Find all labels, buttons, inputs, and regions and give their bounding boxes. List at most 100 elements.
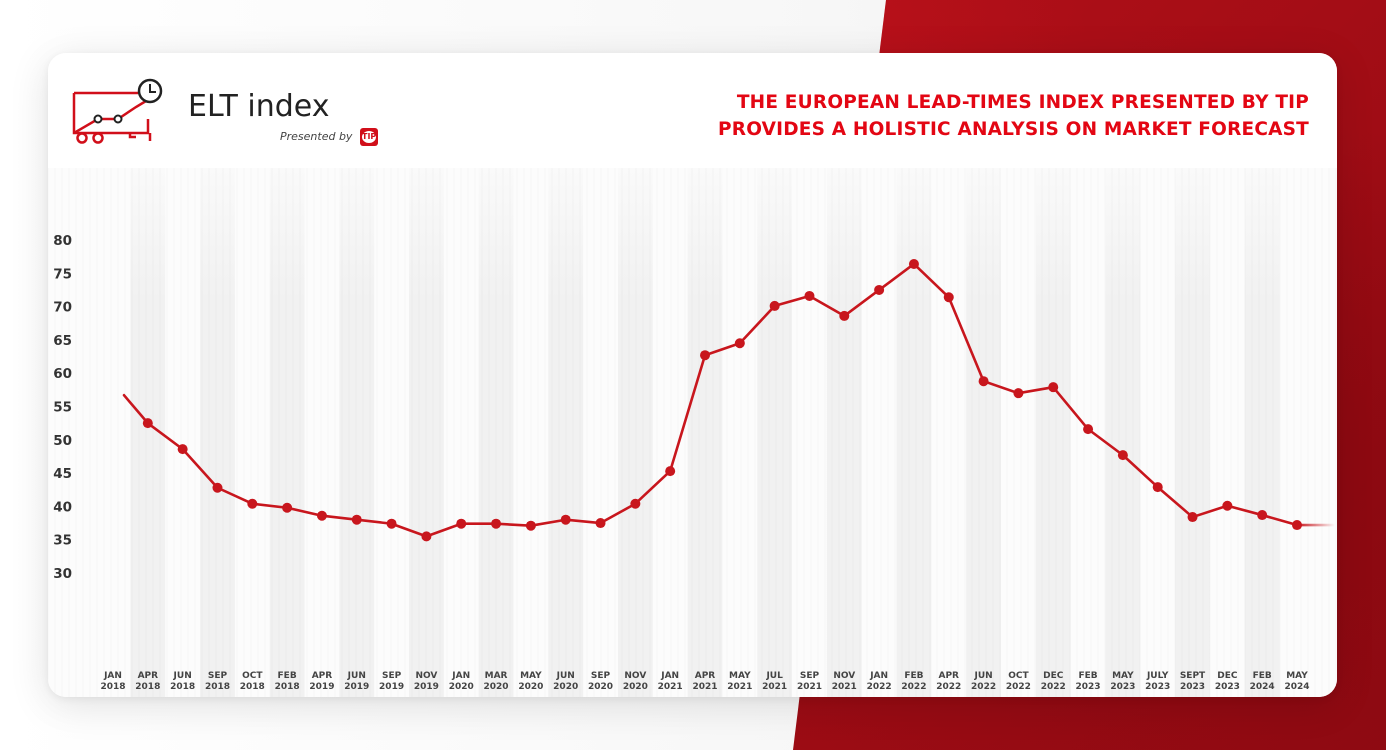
data-point-marker: [142, 418, 153, 429]
data-point-marker: [734, 338, 745, 349]
x-tick-label: 2021: [658, 682, 683, 692]
data-point-marker: [456, 518, 467, 529]
x-tick-label: SEP: [208, 671, 228, 681]
x-tick-label: 2022: [1006, 682, 1031, 692]
x-tick-label: 2018: [100, 682, 125, 692]
data-point-marker: [282, 502, 293, 513]
x-tick-label: 2022: [1041, 682, 1066, 692]
x-tick-label: 2021: [762, 682, 787, 692]
data-point-marker: [839, 310, 850, 321]
x-tick-label: 2020: [553, 682, 578, 692]
headline-line-1: THE EUROPEAN LEAD-TIMES INDEX PRESENTED …: [736, 92, 1309, 113]
y-tick-label: 45: [53, 466, 72, 482]
data-point-marker: [595, 518, 606, 529]
x-tick-label: 2023: [1215, 682, 1240, 692]
x-tick-label: 2021: [797, 682, 822, 692]
x-tick-label: JUN: [173, 671, 192, 681]
x-tick-label: 2022: [867, 682, 892, 692]
x-tick-label: MAY: [729, 671, 751, 681]
x-tick-label: OCT: [1008, 671, 1029, 681]
x-tick-label: NOV: [415, 671, 437, 681]
column-band: [966, 168, 1001, 697]
x-tick-label: 2024: [1284, 682, 1309, 692]
x-tick-label: JAN: [869, 671, 888, 681]
y-tick-label: 70: [53, 300, 72, 316]
y-axis: 80 75 70 65 60 55 50 45 40 35 30: [53, 233, 72, 582]
thin-gridlines: [48, 168, 1336, 697]
x-tick-label: 2020: [449, 682, 474, 692]
x-tick-label: JUN: [556, 671, 575, 681]
card-header: ELT index Presented by TIP THE EUROPEAN …: [48, 53, 1337, 168]
x-tick-label: FEB: [1253, 671, 1272, 681]
x-tick-label: 2022: [971, 682, 996, 692]
x-tick-label: 2020: [484, 682, 509, 692]
plot-area: 80 75 70 65 60 55 50 45 40 35 30 JAN 2018 APR 2018 JUN…: [48, 168, 1337, 697]
column-band: [269, 168, 305, 697]
column-band: [1035, 168, 1071, 697]
data-point-marker: [700, 350, 710, 361]
data-point-marker: [491, 518, 502, 529]
y-tick-label: 55: [53, 400, 72, 416]
data-point-marker: [804, 290, 815, 301]
data-point-marker: [769, 300, 780, 311]
column-band: [200, 168, 235, 697]
x-tick-label: JUN: [973, 671, 992, 681]
x-tick-label: 2023: [1076, 682, 1101, 692]
x-tick-label: NOV: [833, 671, 855, 681]
data-point-marker: [1257, 510, 1268, 521]
data-point-marker: [1152, 482, 1163, 493]
tip-badge-text: TIP: [362, 131, 377, 143]
column-band: [687, 168, 723, 697]
x-tick-label: 2018: [275, 682, 300, 692]
y-tick-label: 65: [53, 333, 72, 349]
x-tick-label: APR: [138, 671, 159, 681]
x-tick-label: 2019: [344, 682, 369, 692]
x-tick-label: 2019: [414, 682, 439, 692]
data-point-marker: [1048, 382, 1059, 393]
data-point-marker: [874, 284, 885, 295]
x-tick-label: 2019: [379, 682, 404, 692]
x-tick-label: MAY: [1286, 671, 1308, 681]
column-band: [409, 168, 444, 697]
data-point-marker: [1292, 520, 1302, 531]
data-point-marker: [560, 514, 571, 525]
x-tick-label: 2023: [1110, 682, 1135, 692]
x-tick-label: APR: [939, 671, 960, 681]
x-tick-label: MAY: [520, 671, 542, 681]
data-point-marker: [351, 514, 362, 525]
x-tick-label: SEP: [800, 671, 820, 681]
x-tick-label: 2018: [135, 682, 160, 692]
x-tick-label: JUN: [347, 671, 366, 681]
x-tick-label: JAN: [451, 671, 470, 681]
data-point-marker: [908, 258, 919, 269]
presented-by-label: Presented by: [280, 130, 353, 143]
x-tick-label: 2022: [936, 682, 961, 692]
x-tick-label: JAN: [103, 671, 122, 681]
x-tick-label: DEC: [1043, 671, 1064, 681]
y-tick-label: 80: [53, 233, 72, 249]
data-point-marker: [247, 498, 258, 509]
elt-logo: ELT index Presented by TIP: [70, 75, 378, 155]
data-point-marker: [630, 498, 641, 509]
column-band: [896, 168, 932, 697]
column-band: [478, 168, 514, 697]
y-tick-label: 60: [53, 366, 72, 382]
x-tick-label: 2020: [623, 682, 648, 692]
series-elt-index: [122, 258, 1335, 542]
x-tick-label: 2018: [205, 682, 230, 692]
data-point-marker: [177, 444, 188, 455]
x-tick-label: JAN: [660, 671, 679, 681]
x-tick-label: 2018: [170, 682, 195, 692]
column-band: [548, 168, 584, 697]
data-point-marker: [665, 466, 676, 477]
data-point-marker: [1117, 450, 1128, 461]
data-point-marker: [525, 520, 536, 531]
x-tick-label: MAR: [485, 671, 508, 681]
x-tick-label: FEB: [1078, 671, 1097, 681]
x-tick-label: FEB: [904, 671, 923, 681]
x-tick-label: 2022: [901, 682, 926, 692]
x-tick-label: SEP: [591, 671, 611, 681]
data-point-marker: [421, 531, 432, 542]
x-tick-label: 2023: [1180, 682, 1205, 692]
data-point-marker: [1187, 512, 1198, 523]
